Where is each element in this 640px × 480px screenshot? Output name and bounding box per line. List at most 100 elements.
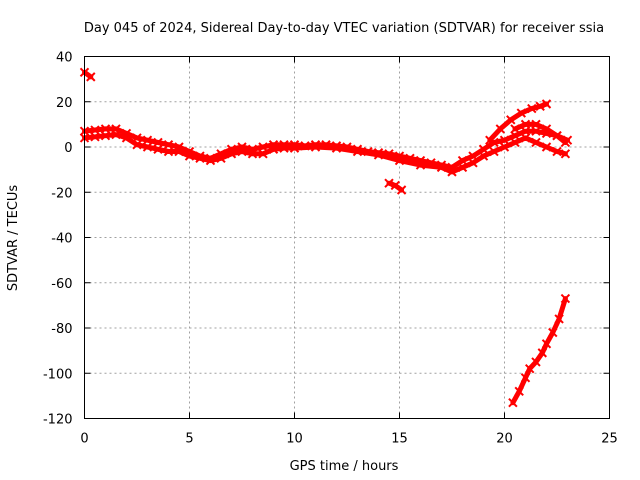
grid	[84, 56, 610, 419]
data-point	[352, 146, 363, 157]
y-tick-label: -60	[51, 277, 72, 292]
data-point	[373, 150, 384, 160]
data-point	[457, 155, 468, 166]
data-point	[510, 130, 520, 141]
data-point	[153, 137, 163, 148]
data-point	[468, 158, 478, 168]
data-point	[247, 149, 258, 159]
data-point	[562, 135, 573, 145]
x-tick-label: 5	[185, 432, 193, 447]
data-point	[541, 99, 552, 109]
data-point	[163, 146, 174, 157]
data-point	[142, 142, 153, 152]
data-point	[174, 146, 184, 157]
data-point	[508, 397, 518, 408]
data-point	[506, 115, 516, 125]
data-point	[205, 155, 216, 166]
data-point	[552, 130, 562, 141]
data-point	[510, 137, 520, 148]
data-point	[394, 155, 405, 166]
data-point	[384, 178, 394, 188]
data-point	[541, 339, 552, 349]
data-point	[258, 149, 268, 159]
data-point	[436, 162, 447, 173]
data-point	[216, 153, 226, 164]
data-point	[396, 185, 407, 195]
series-branch-right	[510, 119, 573, 145]
y-axis-label: SDTVAR / TECUs	[6, 185, 21, 292]
data-point	[520, 119, 531, 130]
data-point	[531, 137, 541, 148]
data-point	[560, 149, 571, 159]
data-point	[520, 373, 531, 383]
data-point	[527, 103, 537, 114]
data-point	[237, 146, 247, 157]
data-point	[548, 327, 558, 338]
axis-ticks: 0 5 10 15 20 25 40 20 0 -20 -40 -60 -80 -100 -120	[43, 51, 618, 447]
data-point	[554, 314, 564, 324]
y-tick-label: 40	[56, 51, 73, 66]
y-tick-label: -80	[51, 322, 72, 337]
data-point	[132, 140, 142, 150]
data-point	[279, 143, 289, 153]
data-point	[184, 151, 195, 161]
data-point	[268, 144, 279, 154]
series-outlier-15h	[384, 178, 407, 195]
data-point	[520, 133, 531, 143]
y-tick-label: -120	[43, 413, 73, 428]
data-point	[86, 72, 96, 82]
data-point	[457, 162, 468, 173]
data-point	[100, 130, 111, 141]
data-point	[415, 160, 426, 170]
data-point	[121, 133, 132, 143]
y-tick-label: -100	[43, 367, 73, 382]
data-series	[79, 67, 573, 408]
x-tick-label: 0	[80, 432, 88, 447]
chart-title: Day 045 of 2024, Sidereal Day-to-day VTE…	[84, 21, 604, 36]
series-upper-branch	[485, 99, 552, 145]
series-main-band-lower	[79, 129, 571, 177]
y-tick-label: 0	[64, 141, 72, 156]
data-point	[499, 142, 510, 152]
data-point	[485, 135, 495, 145]
data-point	[510, 124, 520, 134]
data-point	[111, 129, 121, 140]
data-point	[537, 348, 548, 358]
data-point	[531, 357, 541, 367]
data-point	[514, 386, 524, 397]
data-point	[560, 293, 571, 304]
data-point	[499, 135, 510, 145]
data-point	[478, 144, 489, 154]
x-tick-label: 20	[496, 432, 513, 447]
data-point	[478, 151, 489, 161]
data-point	[531, 126, 541, 136]
x-tick-label: 25	[601, 432, 618, 447]
y-tick-label: -20	[51, 186, 72, 201]
x-axis-label: GPS time / hours	[290, 459, 399, 474]
data-point	[520, 126, 531, 136]
data-point	[142, 135, 153, 145]
x-tick-label: 10	[286, 432, 303, 447]
data-point	[390, 180, 401, 191]
data-point	[90, 132, 100, 142]
x-tick-label: 15	[391, 432, 408, 447]
data-point	[516, 108, 527, 118]
data-point	[447, 167, 457, 177]
data-point	[195, 153, 205, 164]
data-point	[226, 149, 237, 159]
data-point	[495, 124, 506, 134]
data-point	[153, 144, 163, 154]
data-point	[90, 125, 100, 135]
series-ramp	[508, 293, 571, 408]
data-point	[310, 142, 321, 152]
data-point	[258, 142, 268, 152]
data-point	[535, 101, 545, 111]
data-point	[489, 146, 499, 157]
data-point	[331, 143, 342, 153]
y-tick-label: 20	[56, 96, 73, 111]
data-point	[531, 119, 541, 130]
data-point	[163, 140, 174, 150]
series-start-segment	[79, 67, 96, 82]
data-point	[289, 143, 300, 153]
